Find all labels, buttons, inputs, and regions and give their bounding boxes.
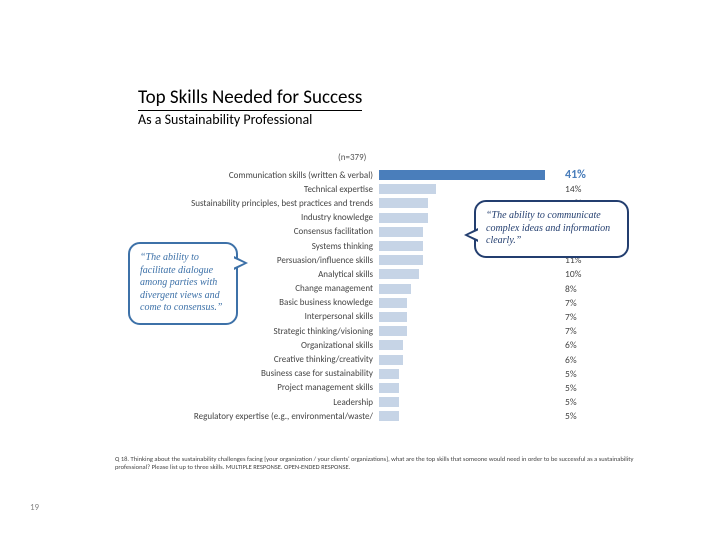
bar: [379, 312, 407, 322]
bar: [379, 340, 403, 350]
chart-row: Leadership 5%: [168, 395, 588, 409]
bar: [379, 241, 423, 251]
bar: [379, 213, 428, 223]
value-label: 10%: [565, 268, 581, 280]
bar-track: [379, 284, 561, 294]
bar-track: [379, 312, 561, 322]
category-label: Consensus facilitation: [168, 226, 379, 237]
bar: [379, 326, 407, 336]
bar-track: [379, 383, 561, 393]
bar-track: [379, 170, 561, 180]
quote-bubble-left: “The ability to facilitate dialogue amon…: [128, 242, 238, 325]
bar-track: [379, 355, 561, 365]
value-label: 7%: [565, 311, 577, 323]
sample-size-label: (n=379): [338, 152, 366, 163]
bar: [379, 411, 399, 421]
title-block: Top Skills Needed for Success As a Susta…: [138, 86, 362, 128]
chart-row: Creative thinking/creativity 6%: [168, 352, 588, 366]
chart-row: Organizational skills 6%: [168, 338, 588, 352]
category-label: Sustainability principles, best practice…: [168, 198, 379, 209]
page-title: Top Skills Needed for Success: [138, 86, 362, 111]
bar: [379, 369, 399, 379]
question-footnote: Q 18. Thinking about the sustainability …: [115, 455, 650, 471]
chart-row: Technical expertise 14%: [168, 182, 588, 196]
value-label: 6%: [565, 339, 577, 351]
chart-row: Strategic thinking/visioning 7%: [168, 324, 588, 338]
category-label: Project management skills: [168, 382, 379, 393]
page-subtitle: As a Sustainability Professional: [138, 111, 362, 128]
value-label: 5%: [565, 410, 577, 422]
page-number: 19: [30, 502, 39, 513]
bar: [379, 255, 423, 265]
bar-track: [379, 411, 561, 421]
bar: [379, 397, 399, 407]
value-label: 5%: [565, 396, 577, 408]
bar: [379, 298, 407, 308]
chart-row: Communication skills (written & verbal) 4…: [168, 168, 588, 182]
value-label: 7%: [565, 297, 577, 309]
bar: [379, 269, 419, 279]
chart-row: Business case for sustainability 5%: [168, 367, 588, 381]
category-label: Regulatory expertise (e.g., environmenta…: [168, 411, 379, 422]
bar: [379, 284, 411, 294]
category-label: Leadership: [168, 397, 379, 408]
bar: [379, 170, 545, 180]
bar-track: [379, 397, 561, 407]
category-label: Business case for sustainability: [168, 368, 379, 379]
quote-text-left: “The ability to facilitate dialogue amon…: [140, 252, 223, 313]
bar-track: [379, 184, 561, 194]
bar: [379, 198, 428, 208]
value-label: 14%: [565, 183, 581, 195]
category-label: Technical expertise: [168, 184, 379, 195]
bubble-tail-icon: [234, 256, 248, 270]
chart-row: Project management skills 5%: [168, 381, 588, 395]
value-label: 5%: [565, 382, 577, 394]
category-label: Industry knowledge: [168, 212, 379, 223]
bubble-tail-icon: [464, 228, 478, 242]
slide: Top Skills Needed for Success As a Susta…: [0, 0, 720, 540]
bar-track: [379, 298, 561, 308]
bar: [379, 355, 403, 365]
bar-track: [379, 269, 561, 279]
value-label: 41%: [565, 168, 586, 182]
bar: [379, 184, 436, 194]
category-label: Communication skills (written & verbal): [168, 170, 379, 181]
bar: [379, 227, 423, 237]
value-label: 8%: [565, 283, 577, 295]
bar-track: [379, 340, 561, 350]
chart-row: Regulatory expertise (e.g., environmenta…: [168, 409, 588, 423]
bar-track: [379, 369, 561, 379]
bar-track: [379, 326, 561, 336]
bar: [379, 383, 399, 393]
category-label: Creative thinking/creativity: [168, 354, 379, 365]
value-label: 5%: [565, 368, 577, 380]
category-label: Strategic thinking/visioning: [168, 326, 379, 337]
value-label: 7%: [565, 325, 577, 337]
quote-bubble-right: “The ability to communicate complex idea…: [474, 200, 629, 258]
quote-text-right: “The ability to communicate complex idea…: [486, 210, 610, 246]
value-label: 6%: [565, 354, 577, 366]
category-label: Organizational skills: [168, 340, 379, 351]
